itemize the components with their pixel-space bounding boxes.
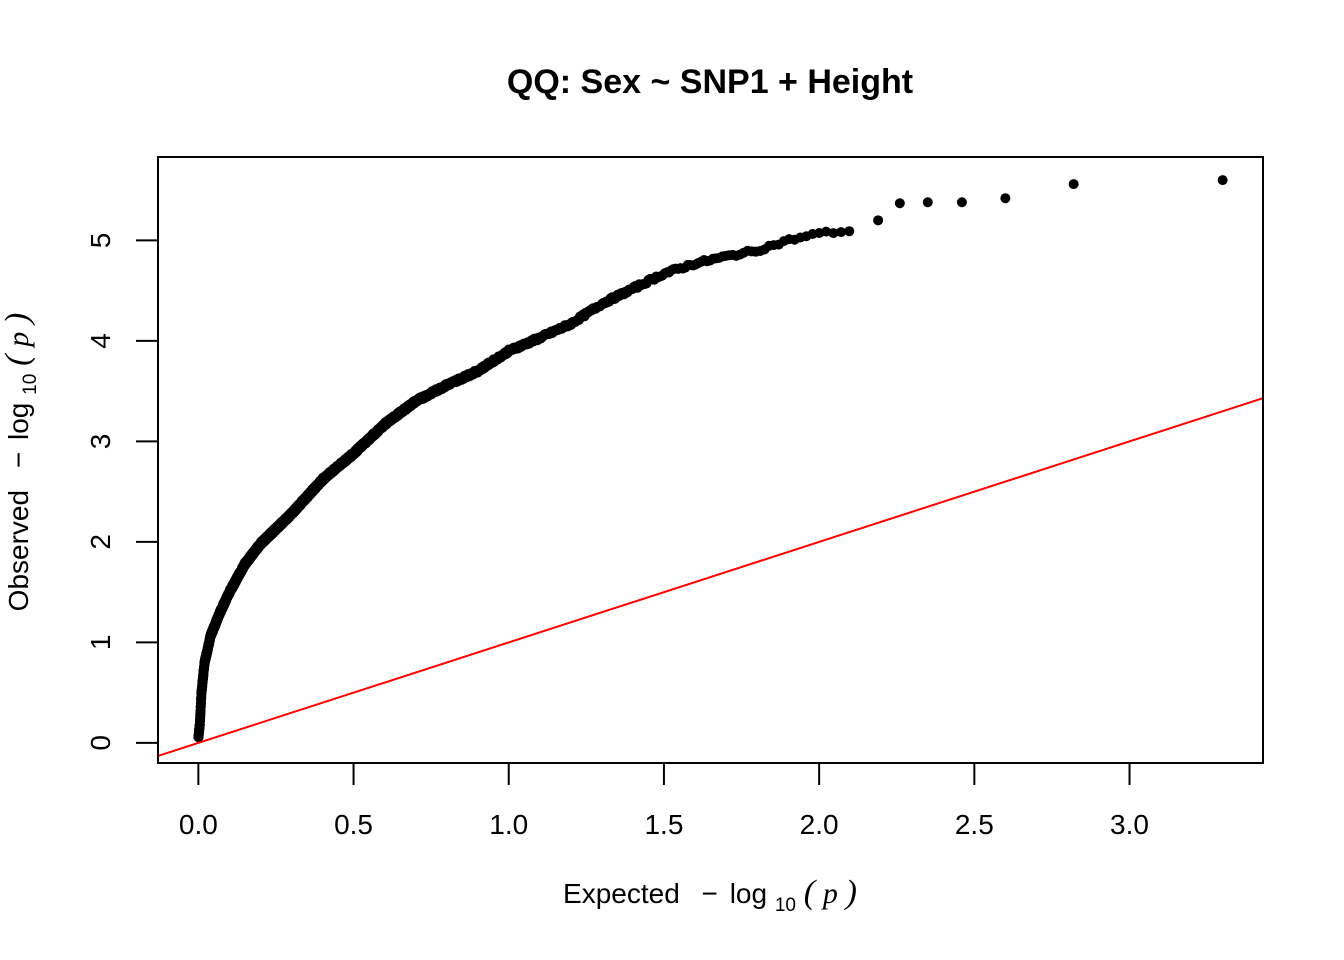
data-point bbox=[1217, 175, 1228, 186]
y-tick-label: 0 bbox=[85, 735, 116, 751]
x-axis-title-prefix: Expected bbox=[563, 878, 680, 909]
x-axis-title-close: ) bbox=[844, 874, 857, 911]
reference-line bbox=[157, 397, 1264, 757]
x-axis-title-open: ( bbox=[804, 874, 818, 911]
chart-title: QQ: Sex ~ SNP1 + Height bbox=[507, 63, 913, 101]
data-point bbox=[1000, 193, 1011, 204]
y-axis-title-log: log bbox=[3, 403, 34, 440]
y-tick-label: 1 bbox=[85, 635, 116, 651]
data-point bbox=[873, 215, 884, 226]
plot-frame bbox=[157, 156, 1264, 764]
x-tick-label: 1.5 bbox=[644, 809, 683, 840]
y-axis-title-var: p bbox=[2, 332, 35, 349]
data-point bbox=[894, 198, 905, 209]
x-tick-label: 2.0 bbox=[800, 809, 839, 840]
y-tick-label: 5 bbox=[85, 233, 116, 249]
data-point bbox=[1068, 179, 1079, 190]
x-tick-label: 0.0 bbox=[179, 809, 218, 840]
x-axis: 0.0 0.5 1.0 1.5 2.0 2.5 3.0 bbox=[179, 762, 1149, 840]
x-axis-title: Expected − log 10 ( p ) bbox=[563, 874, 857, 917]
y-tick-label: 3 bbox=[85, 434, 116, 450]
data-point bbox=[828, 228, 839, 239]
y-axis-title-minus: − bbox=[3, 452, 34, 468]
y-axis: 0 1 2 3 4 5 bbox=[85, 233, 159, 751]
x-axis-title-sub: 10 bbox=[775, 895, 796, 916]
x-tick-label: 1.0 bbox=[489, 809, 528, 840]
x-axis-title-log: log bbox=[730, 878, 767, 909]
data-point bbox=[844, 226, 855, 237]
y-axis-title-sub: 10 bbox=[20, 374, 41, 395]
x-tick-label: 2.5 bbox=[955, 809, 994, 840]
y-axis-title-close: ) bbox=[0, 313, 36, 326]
y-axis-title-open: ( bbox=[0, 352, 36, 366]
y-axis-title: Observed − log 10 ( p ) bbox=[0, 313, 42, 612]
x-tick-label: 3.0 bbox=[1110, 809, 1149, 840]
data-point bbox=[836, 227, 847, 238]
y-tick-label: 2 bbox=[85, 534, 116, 550]
data-point bbox=[956, 197, 967, 208]
data-points bbox=[193, 175, 1228, 743]
x-axis-title-var: p bbox=[821, 877, 838, 910]
data-point bbox=[922, 197, 933, 208]
y-tick-label: 4 bbox=[85, 333, 116, 349]
x-tick-label: 0.5 bbox=[334, 809, 373, 840]
y-axis-title-prefix: Observed bbox=[3, 490, 34, 611]
reference-line-group bbox=[157, 397, 1264, 757]
x-axis-title-minus: − bbox=[702, 878, 718, 909]
